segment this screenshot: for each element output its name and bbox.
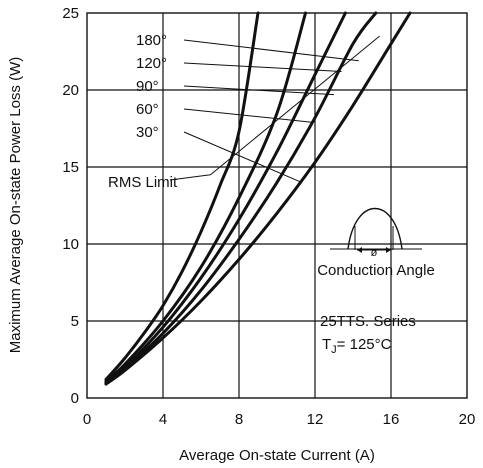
rms-limit-leader	[169, 174, 211, 181]
series-leader	[183, 62, 342, 73]
curve-60-deg	[104, 11, 378, 385]
x-axis-title: Average On-state Current (A)	[179, 447, 375, 464]
series-leader	[183, 39, 359, 62]
conduction-waveform	[347, 208, 403, 250]
y-tick-label: 0	[71, 390, 79, 407]
conduction-angle-label: Conduction Angle	[317, 262, 435, 279]
y-tick-label: 10	[62, 236, 79, 253]
y-axis-title: Maximum Average On-state Power Loss (W)	[7, 57, 24, 353]
axis-ticks: 0 4 8 12 16 20 0 5 10 15 20 25	[62, 5, 475, 428]
y-tick-label: 15	[62, 159, 79, 176]
x-tick-label: 20	[459, 411, 476, 428]
x-tick-label: 16	[383, 411, 400, 428]
series-label-180-deg: 180°	[136, 32, 167, 49]
series-label-120-deg: 120°	[136, 55, 167, 72]
series-leader	[183, 108, 314, 123]
x-tick-label: 8	[235, 411, 243, 428]
rms-limit-line	[210, 35, 380, 176]
series-labels: 180° 120° 90° 60° 30°	[136, 32, 359, 183]
series-label-60-deg: 60°	[136, 101, 159, 118]
x-tick-label: 0	[83, 411, 91, 428]
x-tick-label: 12	[307, 411, 324, 428]
arrow-head-left	[357, 247, 362, 253]
rms-limit-label: RMS Limit	[108, 174, 178, 191]
curves	[104, 11, 412, 386]
curve-120-deg	[104, 11, 307, 383]
y-tick-label: 20	[62, 82, 79, 99]
arrow-head-right	[386, 247, 391, 253]
series-label-90-deg: 90°	[136, 78, 159, 95]
curve-180-deg	[104, 11, 260, 381]
series-leader	[183, 131, 302, 183]
curve-90-deg	[104, 11, 347, 385]
tj-value: = 125°C	[337, 336, 392, 353]
tj-subscript: J	[331, 344, 337, 356]
junction-temperature: TJ= 125°C	[322, 336, 392, 356]
series-label-30-deg: 30°	[136, 124, 159, 141]
conduction-angle-inset: ø Conduction Angle	[317, 208, 435, 279]
conduction-angle-symbol: ø	[371, 247, 378, 259]
curve-30-deg	[104, 11, 412, 386]
y-tick-label: 25	[62, 5, 79, 22]
series-title: 25TTS. Series	[320, 313, 416, 330]
plot-frame	[86, 12, 468, 399]
series-leader	[183, 85, 335, 96]
y-tick-label: 5	[71, 313, 79, 330]
x-tick-label: 4	[159, 411, 167, 428]
tj-symbol: T	[322, 336, 331, 353]
